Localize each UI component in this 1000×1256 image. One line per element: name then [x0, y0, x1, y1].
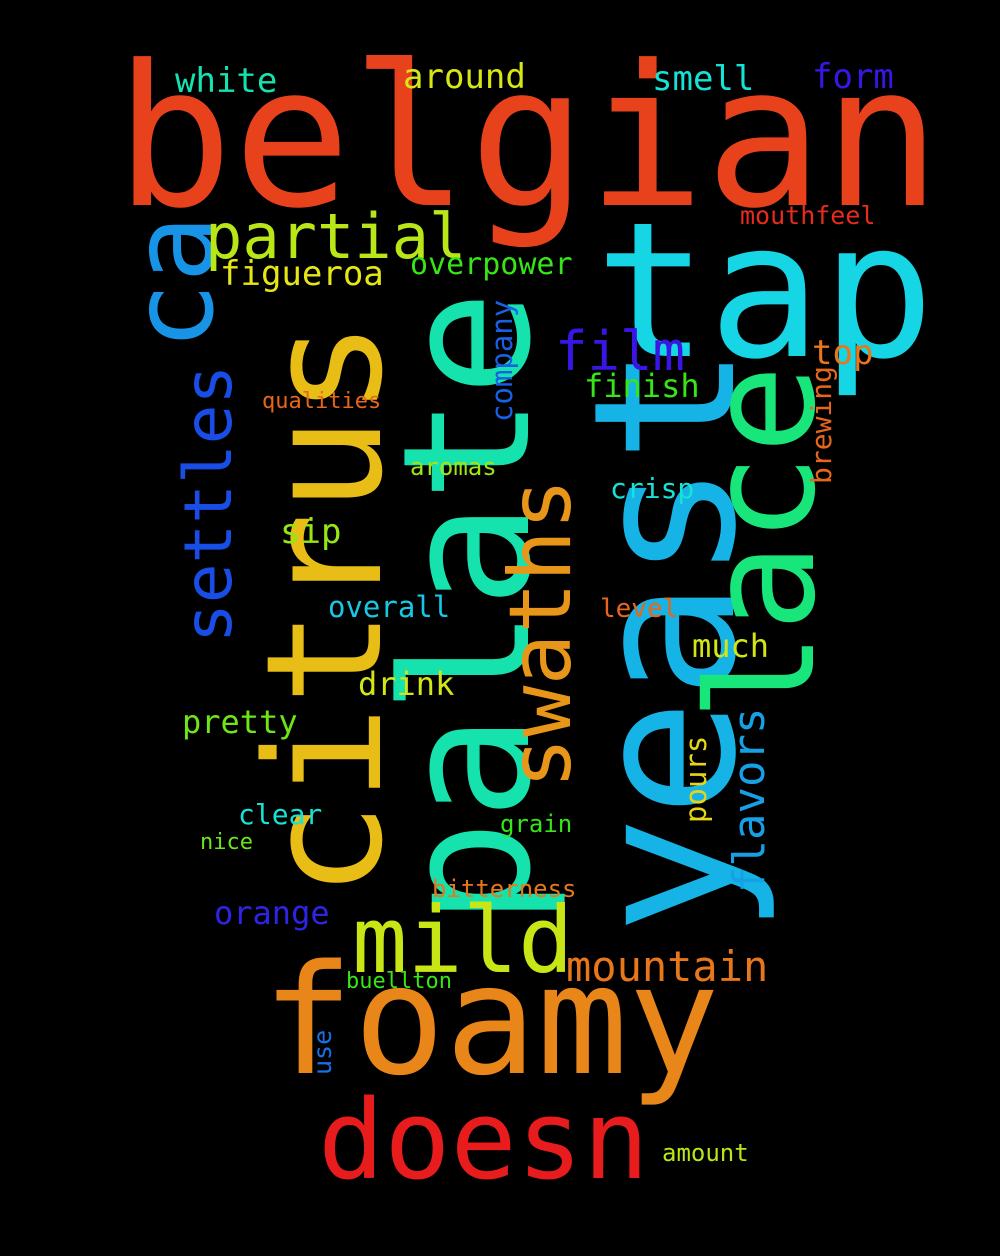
word-company: company — [485, 299, 519, 422]
word-around: around — [403, 57, 526, 97]
word-much: much — [692, 627, 770, 665]
word-bitterness: bitterness — [432, 875, 577, 903]
word-level: level — [600, 594, 679, 624]
word-foamy: foamy — [262, 932, 720, 1109]
word-buellton: buellton — [346, 969, 452, 994]
word-mouthfeel: mouthfeel — [740, 201, 876, 230]
word-overall: overall — [328, 590, 451, 624]
word-brewing: brewing — [805, 365, 838, 484]
word-swaths: swaths — [491, 478, 591, 789]
word-orange: orange — [214, 894, 330, 932]
word-partial: partial — [205, 200, 467, 273]
word-mountain: mountain — [566, 942, 769, 991]
word-settles: settles — [170, 364, 247, 643]
word-use: use — [308, 1029, 337, 1075]
word-top: top — [812, 333, 874, 373]
word-belgian: belgian — [115, 24, 942, 252]
word-overpower: overpower — [410, 247, 573, 282]
word-nice: nice — [200, 830, 253, 855]
word-form: form — [812, 57, 894, 97]
word-drink: drink — [358, 665, 455, 703]
word-pours: pours — [679, 735, 713, 823]
word-tap: tap — [595, 182, 935, 401]
word-finish: finish — [584, 367, 700, 405]
word-film: film — [555, 320, 686, 383]
word-crisp: crisp — [610, 472, 695, 505]
word-figueroa: figueroa — [220, 254, 384, 294]
word-clear: clear — [238, 798, 323, 831]
word-doesn: doesn — [318, 1076, 650, 1204]
word-aromas: aromas — [410, 453, 497, 481]
word-qualities: qualities — [262, 389, 382, 414]
word-smell: smell — [652, 59, 755, 99]
word-pretty: pretty — [182, 703, 298, 741]
word-grain: grain — [500, 810, 573, 838]
word-mild: mild — [352, 887, 574, 994]
word-white: white — [175, 61, 278, 101]
word-amount: amount — [662, 1139, 749, 1167]
word-sip: sip — [280, 512, 342, 552]
word-flavors: flavors — [724, 707, 775, 893]
